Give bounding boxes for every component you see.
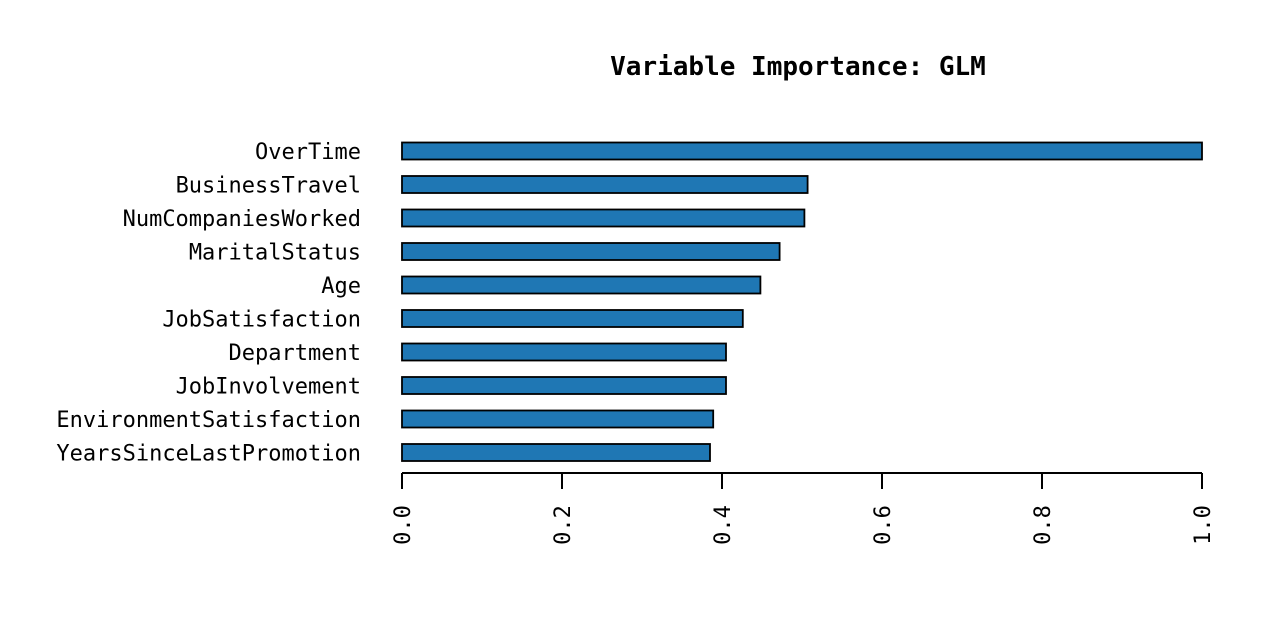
bar-age	[401, 275, 762, 295]
x-tick-label: 0.2	[551, 505, 576, 545]
bar-over-time	[401, 141, 1203, 161]
bar-job-involvement	[401, 376, 727, 395]
category-label-business-travel: BusinessTravel	[176, 174, 361, 199]
bars-layer	[401, 141, 1203, 462]
x-axis: 0.0 0.2 0.4 0.6 0.8 1.0	[391, 472, 1216, 545]
x-tick-label: 0.4	[711, 505, 736, 545]
category-labels: OverTime BusinessTravel NumCompaniesWorked…	[56, 140, 361, 467]
x-tick-label: 0.0	[391, 505, 416, 545]
category-label-years-since-last-promotion: YearsSinceLastPromotion	[56, 442, 361, 467]
category-label-environment-satisfaction: EnvironmentSatisfaction	[56, 408, 361, 433]
bar-num-companies-worked	[401, 208, 806, 228]
chart-title: Variable Importance: GLM	[610, 52, 986, 82]
bar-business-travel	[401, 175, 809, 194]
bar-years-since-last-promotion	[401, 443, 711, 462]
category-label-marital-status: MaritalStatus	[189, 241, 361, 266]
category-label-job-satisfaction: JobSatisfaction	[162, 308, 361, 333]
category-label-job-involvement: JobInvolvement	[176, 375, 361, 400]
category-label-over-time: OverTime	[255, 140, 361, 165]
bar-job-satisfaction	[401, 309, 744, 328]
x-tick-label: 1.0	[1191, 505, 1216, 545]
category-label-num-companies-worked: NumCompaniesWorked	[123, 207, 361, 232]
x-tick-label: 0.6	[871, 505, 896, 545]
x-tick-label: 0.8	[1031, 505, 1056, 545]
bar-marital-status	[401, 242, 781, 261]
bar-environment-satisfaction	[401, 409, 715, 429]
category-label-department: Department	[229, 341, 361, 366]
category-label-age: Age	[321, 274, 361, 299]
bar-department	[401, 342, 727, 362]
